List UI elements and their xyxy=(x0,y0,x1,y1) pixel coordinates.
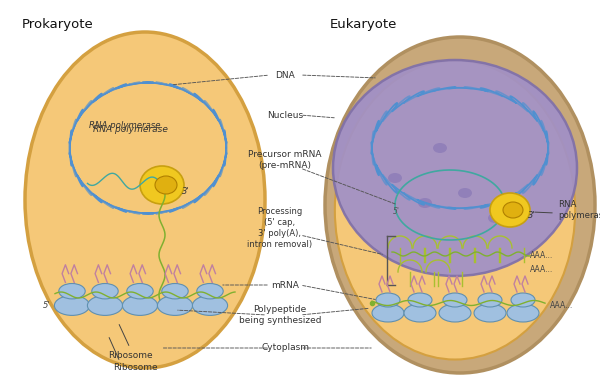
Ellipse shape xyxy=(25,32,265,368)
Text: Cytoplasm: Cytoplasm xyxy=(261,344,309,353)
Ellipse shape xyxy=(59,284,85,299)
Ellipse shape xyxy=(193,296,227,315)
Text: 3': 3' xyxy=(182,187,190,195)
Ellipse shape xyxy=(155,176,177,194)
Ellipse shape xyxy=(488,213,502,223)
Ellipse shape xyxy=(433,143,447,153)
Ellipse shape xyxy=(388,173,402,183)
Ellipse shape xyxy=(376,293,400,307)
Text: Ribosome: Ribosome xyxy=(113,363,157,373)
Ellipse shape xyxy=(372,304,404,322)
Ellipse shape xyxy=(404,304,436,322)
Text: Nucleus: Nucleus xyxy=(267,111,303,120)
Ellipse shape xyxy=(88,296,122,315)
Text: Ribosome: Ribosome xyxy=(107,351,152,360)
Text: Polypeptide
being synthesized: Polypeptide being synthesized xyxy=(239,305,321,325)
Text: Processing
(5' cap,
3' poly(A),
intron removal): Processing (5' cap, 3' poly(A), intron r… xyxy=(247,207,313,249)
Ellipse shape xyxy=(92,284,118,299)
Text: RNA polymerase: RNA polymerase xyxy=(89,122,161,130)
Text: AAA...: AAA... xyxy=(550,300,573,310)
Ellipse shape xyxy=(335,60,575,360)
Ellipse shape xyxy=(197,284,223,299)
Ellipse shape xyxy=(55,296,89,315)
Ellipse shape xyxy=(333,60,577,276)
Text: 3': 3' xyxy=(528,211,536,219)
Text: AAA...: AAA... xyxy=(530,250,553,260)
Ellipse shape xyxy=(127,284,153,299)
Ellipse shape xyxy=(474,304,506,322)
Text: RNA polymerase: RNA polymerase xyxy=(92,125,167,135)
Ellipse shape xyxy=(122,296,158,315)
Ellipse shape xyxy=(408,293,432,307)
Text: Eukaryote: Eukaryote xyxy=(330,18,397,31)
Text: AAA...: AAA... xyxy=(530,265,553,274)
Text: 5': 5' xyxy=(392,207,400,216)
Text: RNA
polymerase: RNA polymerase xyxy=(558,200,600,220)
Ellipse shape xyxy=(325,37,595,373)
Ellipse shape xyxy=(458,188,472,198)
Text: DNA: DNA xyxy=(275,70,295,79)
Ellipse shape xyxy=(157,296,193,315)
Ellipse shape xyxy=(478,293,502,307)
Ellipse shape xyxy=(140,166,184,204)
Ellipse shape xyxy=(503,202,523,218)
Ellipse shape xyxy=(439,304,471,322)
Text: Precursor mRNA
(pre-mRNA): Precursor mRNA (pre-mRNA) xyxy=(248,150,322,170)
Ellipse shape xyxy=(418,198,432,208)
Ellipse shape xyxy=(511,293,535,307)
Ellipse shape xyxy=(162,284,188,299)
Text: 5': 5' xyxy=(43,300,50,310)
Ellipse shape xyxy=(490,193,530,227)
Ellipse shape xyxy=(507,304,539,322)
Text: mRNA: mRNA xyxy=(271,281,299,289)
Text: Prokaryote: Prokaryote xyxy=(22,18,94,31)
Ellipse shape xyxy=(443,293,467,307)
